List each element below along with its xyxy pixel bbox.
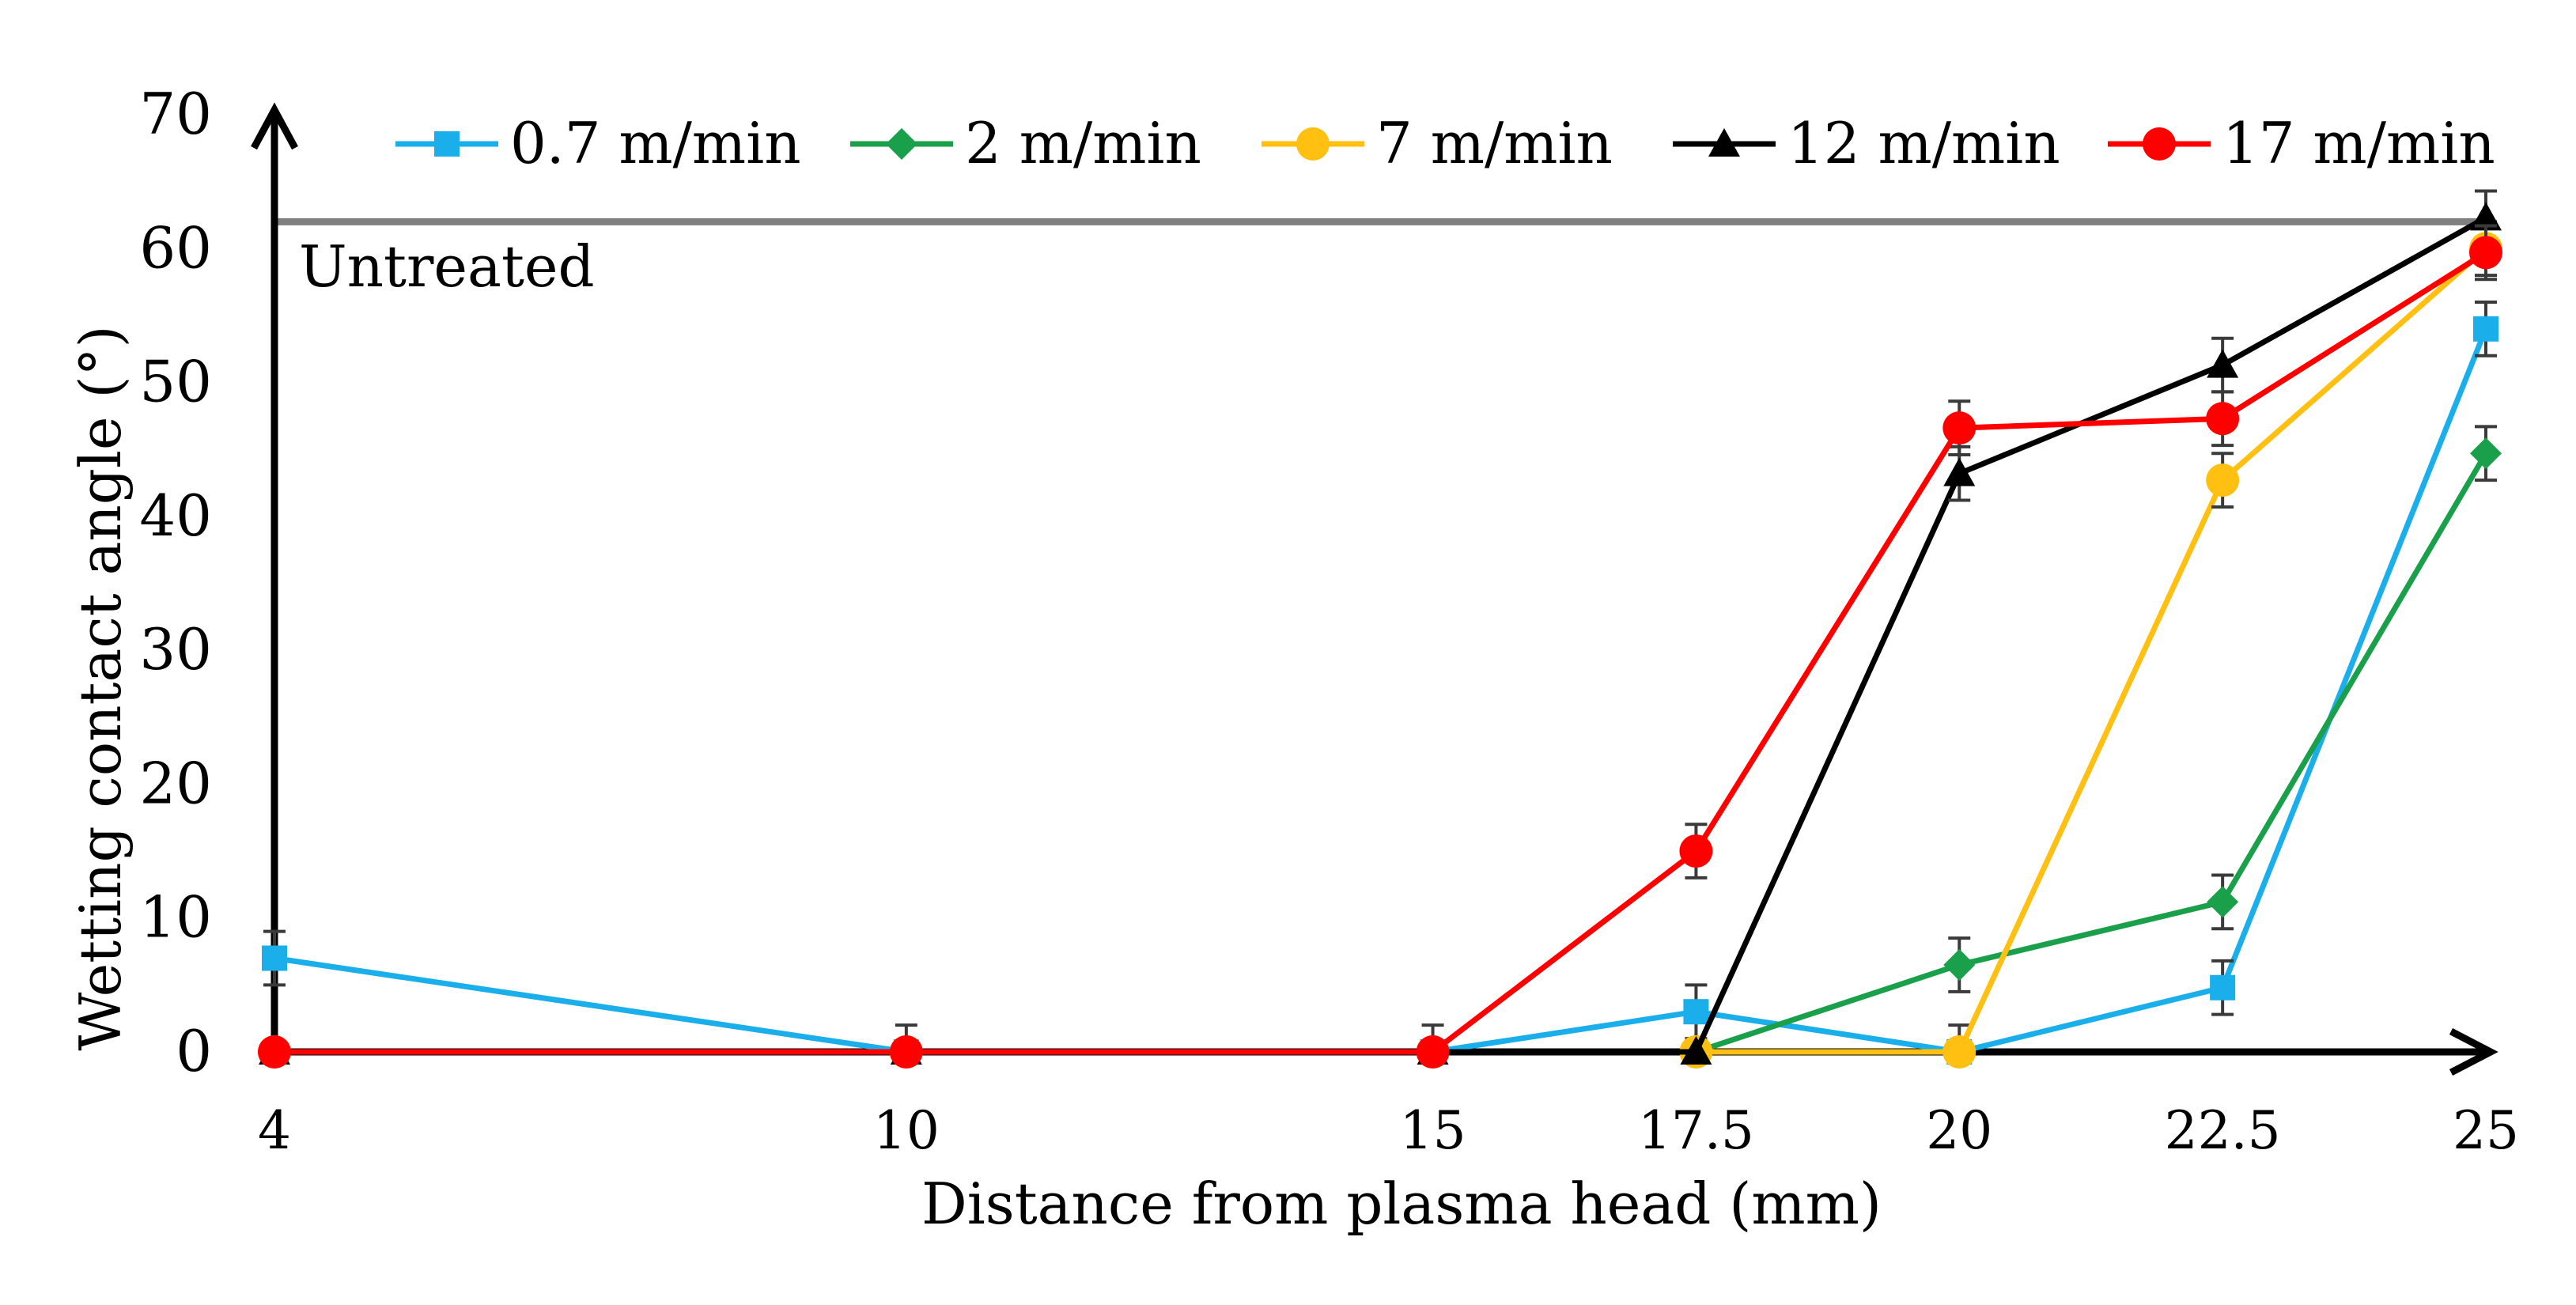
legend-label: 12 m/min [1787,110,2060,176]
data-point [2469,236,2502,270]
legend-item-0-7-m-min: 0.7 m/min [395,110,801,176]
legend-item-7-m-min: 7 m/min [1262,110,1613,176]
data-point [1943,457,1976,486]
x-tick-label: 17.5 [1638,1100,1754,1161]
legend-marker [434,131,460,157]
legend-label: 2 m/min [965,110,1201,176]
series-line [274,250,2487,1055]
series-layer [258,189,2502,1069]
data-point [2206,402,2240,436]
data-point [1416,1035,1450,1069]
data-point [1683,999,1709,1025]
y-tick-label: 20 [139,750,212,816]
data-point [1942,1035,1976,1069]
x-tick-label: 25 [2453,1100,2519,1161]
data-point [1680,1036,1712,1065]
legend-item-2-m-min: 2 m/min [850,110,1201,176]
legend-item-17-m-min: 17 m/min [2108,110,2495,176]
series-2-m-min [259,425,2502,1068]
series-12-m-min [259,189,2502,1065]
series-line [274,327,2489,1055]
series-line [274,452,2489,1055]
data-point [889,1035,923,1069]
legend-marker [886,128,917,160]
x-axis-title: Distance from plasma head (mm) [921,1171,1882,1237]
ticks-layer: 0 10 20 30 40 50 60 70 4 10 15 17.5 20 22.5 25 [139,81,2519,1161]
x-tick-label: 4 [258,1100,291,1161]
data-point [2473,316,2498,342]
legend-item-12-m-min: 12 m/min [1673,110,2060,176]
legend-marker [1708,128,1740,157]
x-tick-label: 15 [1400,1100,1466,1161]
legend-marker [1296,127,1330,161]
data-point [2470,437,2502,470]
data-point [1943,948,1976,981]
series-line [274,246,2488,1055]
x-tick-label: 22.5 [2165,1100,2281,1161]
data-point [2207,349,2239,378]
data-point [2470,202,2502,231]
data-point [1942,411,1976,445]
y-tick-label: 50 [139,349,212,415]
legend-label: 7 m/min [1376,110,1613,176]
y-tick-label: 10 [139,884,212,951]
series-17-m-min [258,224,2502,1069]
data-point [258,1035,291,1069]
data-point [2206,463,2240,497]
y-axis-arrow [251,102,298,150]
y-tick-label: 60 [139,214,212,281]
series-7-m-min [258,220,2502,1069]
data-point [2210,974,2236,1000]
data-point [1679,834,1713,868]
x-axis-arrow [2449,1028,2498,1076]
legend-label: 0.7 m/min [510,110,801,176]
legend: 0.7 m/min 2 m/min 7 m/min 12 m/min 17 m/min [395,110,2495,176]
x-tick-label: 20 [1926,1100,1992,1161]
legend-label: 17 m/min [2222,110,2495,176]
y-tick-label: 40 [139,482,212,549]
data-point [262,945,287,971]
legend-marker [2143,127,2176,161]
untreated-annotation: Untreated [299,233,595,300]
series-0-7-m-min [262,301,2498,1065]
data-point [2207,886,2239,918]
y-tick-label: 70 [139,81,212,147]
y-tick-label: 0 [176,1018,212,1084]
x-tick-label: 10 [873,1100,940,1161]
y-tick-label: 30 [139,616,212,683]
y-axis-title: Wetting contact angle (°) [67,325,134,1050]
